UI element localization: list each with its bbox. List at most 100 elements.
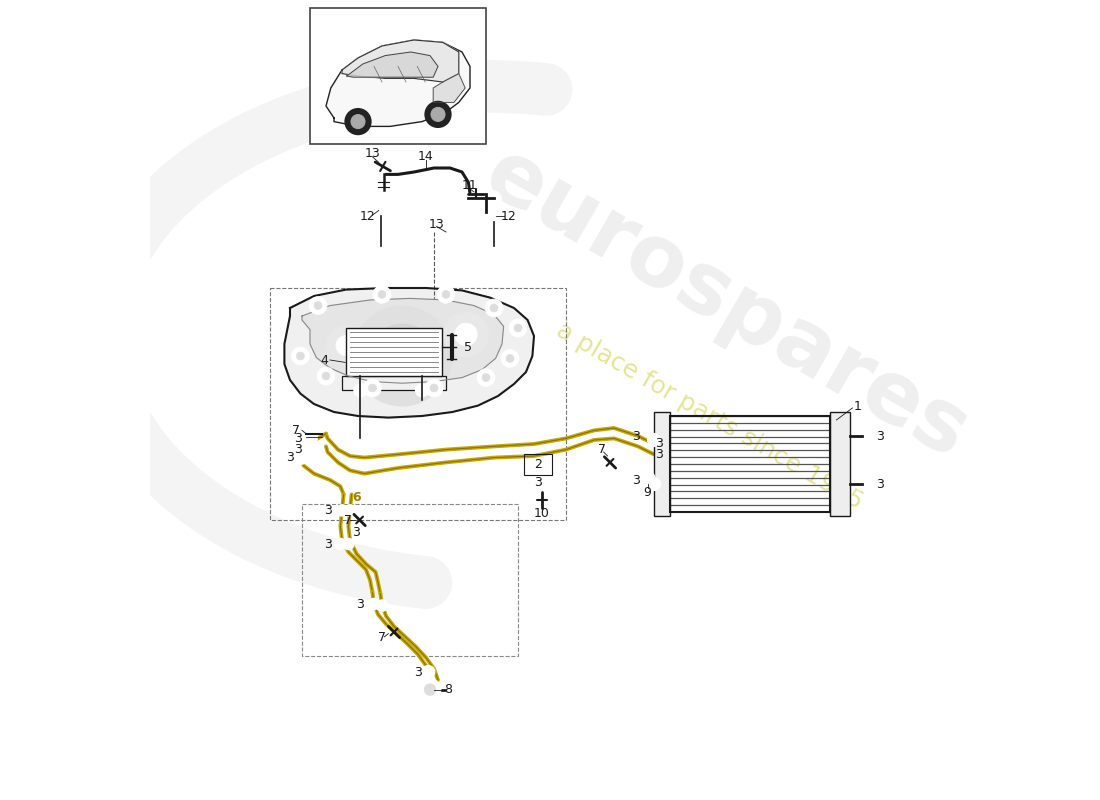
Circle shape bbox=[317, 367, 334, 385]
Circle shape bbox=[351, 114, 365, 129]
Circle shape bbox=[378, 290, 386, 298]
Circle shape bbox=[490, 304, 498, 312]
Circle shape bbox=[443, 312, 488, 357]
Text: 3: 3 bbox=[323, 504, 331, 517]
Circle shape bbox=[514, 324, 522, 332]
Text: 3: 3 bbox=[632, 474, 640, 486]
Circle shape bbox=[345, 109, 371, 134]
Circle shape bbox=[477, 369, 495, 386]
Circle shape bbox=[640, 471, 654, 486]
Circle shape bbox=[292, 347, 309, 365]
Circle shape bbox=[425, 684, 436, 695]
Text: 3: 3 bbox=[352, 526, 361, 538]
Text: 3: 3 bbox=[286, 451, 294, 464]
Circle shape bbox=[437, 286, 454, 303]
Text: 4: 4 bbox=[320, 354, 328, 366]
Text: 3: 3 bbox=[294, 432, 301, 445]
Circle shape bbox=[430, 384, 438, 392]
Circle shape bbox=[375, 203, 387, 216]
Text: 11: 11 bbox=[462, 179, 477, 192]
Circle shape bbox=[354, 384, 366, 397]
Text: 13: 13 bbox=[364, 147, 381, 160]
Polygon shape bbox=[302, 298, 504, 383]
Circle shape bbox=[322, 372, 330, 380]
Circle shape bbox=[502, 350, 519, 367]
Text: 3: 3 bbox=[356, 598, 364, 610]
Text: a place for parts since 1985: a place for parts since 1985 bbox=[552, 318, 868, 514]
Circle shape bbox=[344, 505, 355, 516]
Text: 3: 3 bbox=[323, 538, 331, 550]
Circle shape bbox=[856, 430, 868, 442]
Circle shape bbox=[370, 324, 434, 388]
Circle shape bbox=[302, 442, 317, 457]
Polygon shape bbox=[342, 40, 459, 82]
Text: 7: 7 bbox=[378, 631, 386, 644]
Circle shape bbox=[314, 302, 322, 310]
Circle shape bbox=[416, 384, 428, 397]
Circle shape bbox=[487, 210, 500, 222]
Text: 3: 3 bbox=[654, 437, 662, 450]
Text: 2: 2 bbox=[535, 458, 542, 471]
Circle shape bbox=[422, 666, 435, 678]
Circle shape bbox=[648, 478, 660, 490]
Circle shape bbox=[300, 428, 311, 439]
Circle shape bbox=[296, 451, 308, 464]
Circle shape bbox=[386, 340, 418, 372]
Circle shape bbox=[375, 166, 392, 182]
Text: 12: 12 bbox=[500, 210, 516, 222]
Circle shape bbox=[856, 478, 868, 490]
Circle shape bbox=[431, 107, 446, 122]
Bar bbox=[270, 288, 566, 520]
Bar bbox=[302, 504, 518, 656]
Circle shape bbox=[454, 323, 477, 346]
Circle shape bbox=[334, 538, 346, 550]
Circle shape bbox=[442, 290, 450, 298]
Text: 10: 10 bbox=[535, 507, 550, 520]
Circle shape bbox=[368, 598, 379, 610]
Text: 7: 7 bbox=[598, 443, 606, 456]
Circle shape bbox=[506, 354, 514, 362]
Text: 12: 12 bbox=[360, 210, 375, 222]
Circle shape bbox=[302, 431, 317, 446]
Text: 3: 3 bbox=[632, 430, 640, 442]
Circle shape bbox=[482, 374, 490, 382]
Text: 3: 3 bbox=[535, 476, 542, 489]
Circle shape bbox=[309, 297, 327, 314]
Circle shape bbox=[419, 679, 440, 700]
Text: 13: 13 bbox=[429, 218, 444, 230]
Text: 3: 3 bbox=[876, 430, 883, 442]
Text: 1: 1 bbox=[854, 400, 862, 413]
Circle shape bbox=[336, 336, 356, 355]
Text: 9: 9 bbox=[644, 486, 651, 498]
Polygon shape bbox=[346, 52, 438, 78]
Circle shape bbox=[326, 326, 366, 366]
Text: 3: 3 bbox=[876, 478, 883, 490]
Circle shape bbox=[426, 379, 443, 397]
Bar bbox=[654, 412, 670, 516]
Circle shape bbox=[532, 468, 543, 479]
Polygon shape bbox=[433, 74, 465, 102]
Bar bbox=[670, 416, 830, 512]
Polygon shape bbox=[285, 288, 534, 418]
Text: 5: 5 bbox=[463, 341, 472, 354]
Circle shape bbox=[337, 505, 348, 516]
Text: 8: 8 bbox=[444, 683, 452, 696]
Circle shape bbox=[376, 600, 387, 611]
Circle shape bbox=[373, 286, 390, 303]
Circle shape bbox=[368, 384, 376, 392]
Circle shape bbox=[478, 205, 493, 219]
Circle shape bbox=[296, 352, 305, 360]
Text: 7: 7 bbox=[344, 514, 352, 526]
Text: 14: 14 bbox=[418, 150, 433, 163]
Circle shape bbox=[343, 538, 354, 550]
Bar bbox=[310, 8, 486, 144]
Circle shape bbox=[509, 319, 527, 337]
Circle shape bbox=[487, 191, 502, 206]
Circle shape bbox=[352, 306, 452, 406]
Text: 3: 3 bbox=[654, 448, 662, 461]
Bar bbox=[346, 328, 442, 376]
Circle shape bbox=[426, 102, 451, 127]
Text: 3: 3 bbox=[414, 666, 422, 678]
Circle shape bbox=[364, 379, 382, 397]
Bar bbox=[342, 376, 446, 390]
